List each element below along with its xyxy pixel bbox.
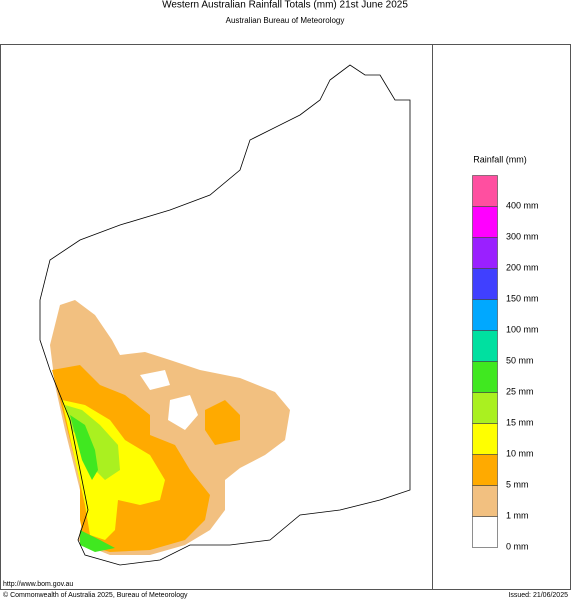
legend-swatch: [472, 454, 498, 486]
legend-title: Rainfall (mm): [473, 154, 527, 164]
legend-label: 25 mm: [506, 386, 534, 396]
legend-label: 50 mm: [506, 355, 534, 365]
source-url: http://www.bom.gov.au: [3, 581, 73, 588]
rain-25mm: [70, 415, 115, 552]
legend-label: 1 mm: [506, 510, 529, 520]
legend-swatch: [472, 485, 498, 517]
legend-label: 100 mm: [506, 324, 539, 334]
legend-label: 200 mm: [506, 262, 539, 272]
issued-date: Issued: 21/06/2025: [508, 592, 568, 599]
dry-gap: [140, 370, 198, 430]
legend-swatch: [472, 330, 498, 362]
legend-label: 150 mm: [506, 293, 539, 303]
legend-swatch: [472, 423, 498, 455]
subtitle: Australian Bureau of Meteorology: [226, 16, 345, 25]
legend-label: 10 mm: [506, 448, 534, 458]
legend-swatch: [472, 175, 498, 207]
legend-label: 0 mm: [506, 541, 529, 551]
legend-frame: [432, 44, 571, 590]
title: Western Australian Rainfall Totals (mm) …: [162, 0, 408, 11]
coastline: [39, 64, 411, 566]
legend-swatch: [472, 361, 498, 393]
legend-label: 15 mm: [506, 417, 534, 427]
legend-swatch: [472, 206, 498, 238]
legend-swatch: [472, 392, 498, 424]
legend-swatch: [472, 516, 498, 548]
legend-label: 5 mm: [506, 479, 529, 489]
legend-label: 400 mm: [506, 200, 539, 210]
legend-swatch: [472, 237, 498, 269]
legend-swatch: [472, 299, 498, 331]
legend-label: 300 mm: [506, 231, 539, 241]
legend: 0 mm 1 mm 5 mm 10 mm 15 mm 25 mm 50 mm 100 mm 15…: [472, 175, 539, 551]
rain-areas: [50, 300, 290, 555]
legend-swatch: [472, 268, 498, 300]
copyright: © Commonwealth of Australia 2025, Bureau…: [3, 591, 188, 599]
